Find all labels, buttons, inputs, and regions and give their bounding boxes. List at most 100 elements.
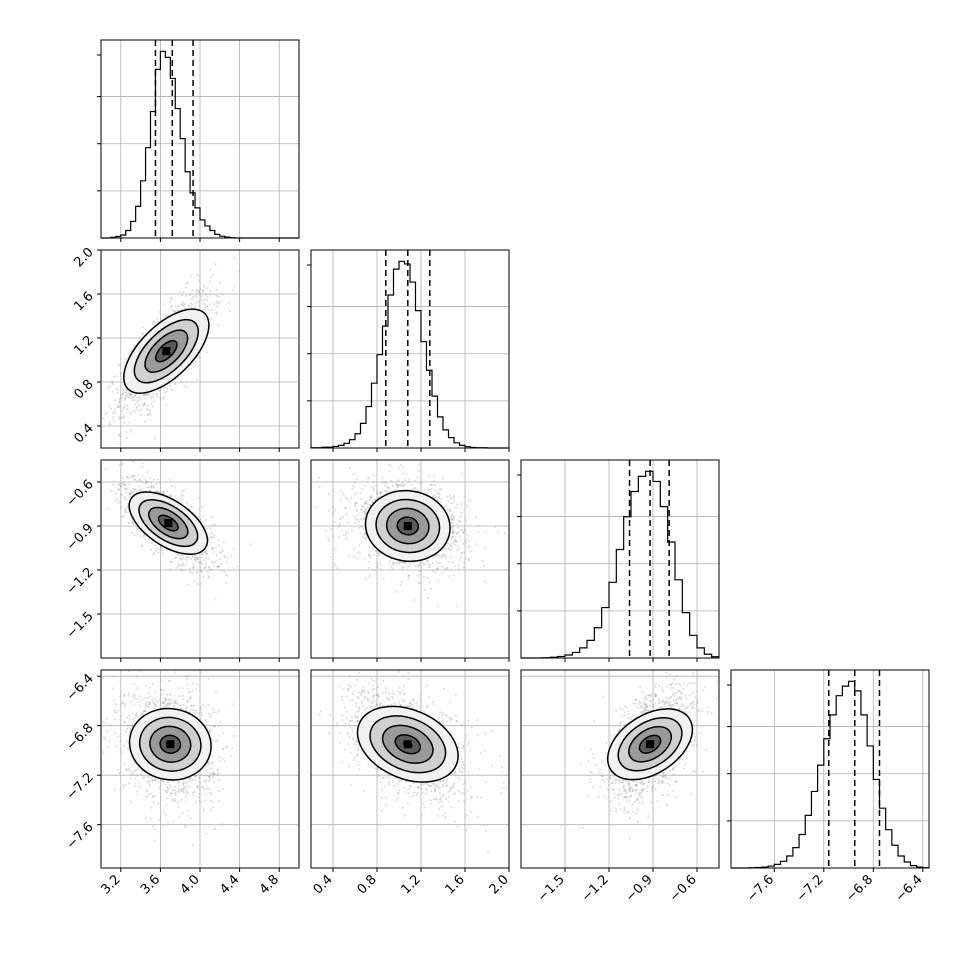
sample-point (226, 575, 228, 577)
sample-point (351, 530, 353, 532)
sample-point (128, 393, 130, 395)
sample-point (434, 490, 436, 492)
sample-point (417, 564, 419, 566)
sample-point (152, 406, 154, 408)
sample-point (362, 537, 364, 539)
sample-point (200, 672, 202, 674)
sample-point (163, 303, 165, 305)
sample-point (218, 565, 220, 567)
sample-point (199, 781, 201, 783)
sample-point (144, 697, 146, 699)
sample-point (470, 551, 472, 553)
sample-point (210, 319, 212, 321)
sample-point (125, 392, 127, 394)
sample-point (328, 493, 330, 495)
sample-point (112, 381, 114, 383)
sample-point (360, 518, 362, 520)
sample-point (158, 390, 160, 392)
sample-point (461, 503, 463, 505)
sample-point (236, 566, 238, 568)
sample-point (442, 477, 444, 479)
sample-point (433, 480, 435, 482)
sample-point (147, 394, 149, 396)
sample-point (362, 518, 364, 520)
density-peak (164, 519, 172, 527)
sample-point (238, 270, 240, 272)
sample-point (114, 399, 116, 401)
sample-point (113, 375, 115, 377)
sample-point (408, 479, 410, 481)
sample-point (120, 494, 122, 496)
sample-point (450, 537, 452, 539)
sample-point (118, 402, 120, 404)
sample-point (461, 553, 463, 555)
sample-point (119, 704, 121, 706)
sample-point (192, 683, 194, 685)
sample-point (356, 502, 358, 504)
sample-point (485, 531, 487, 533)
sample-point (434, 571, 436, 573)
sample-point (318, 477, 320, 479)
sample-point (150, 818, 152, 820)
sample-point (364, 558, 366, 560)
sample-point (448, 501, 450, 503)
sample-point (190, 558, 192, 560)
density-peak (404, 522, 412, 530)
sample-point (144, 397, 146, 399)
sample-point (212, 274, 214, 276)
sample-point (132, 461, 134, 463)
sample-point (325, 530, 327, 532)
sample-point (355, 492, 357, 494)
sample-point (207, 300, 209, 302)
sample-point (166, 804, 168, 806)
sample-point (420, 571, 422, 573)
sample-point (190, 275, 192, 277)
sample-point (120, 506, 122, 508)
sample-point (127, 770, 129, 772)
sample-point (444, 554, 446, 556)
sample-point (356, 478, 358, 480)
sample-point (174, 487, 176, 489)
sample-point (113, 676, 115, 678)
sample-point (450, 497, 452, 499)
sample-point (183, 306, 185, 308)
sample-point (142, 771, 144, 773)
sample-point (250, 543, 252, 545)
sample-point (138, 485, 140, 487)
sample-point (428, 567, 430, 569)
sample-point (380, 457, 382, 459)
sample-point (449, 549, 451, 551)
sample-point (449, 510, 451, 512)
sample-point (181, 498, 183, 500)
sample-point (404, 479, 406, 481)
sample-point (482, 560, 484, 562)
sample-point (149, 784, 151, 786)
sample-point (124, 406, 126, 408)
sample-point (174, 793, 176, 795)
sample-point (414, 487, 416, 489)
sample-point (152, 323, 154, 325)
sample-point (442, 554, 444, 556)
sample-point (462, 543, 464, 545)
sample-point (208, 537, 210, 539)
sample-point (475, 517, 477, 519)
sample-point (342, 492, 344, 494)
sample-point (97, 472, 99, 474)
sample-point (145, 479, 147, 481)
sample-point (172, 390, 174, 392)
sample-point (153, 393, 155, 395)
sample-point (329, 556, 331, 558)
sample-point (122, 784, 124, 786)
sample-point (131, 492, 133, 494)
sample-point (346, 538, 348, 540)
sample-point (354, 556, 356, 558)
sample-point (461, 529, 463, 531)
sample-point (175, 700, 177, 702)
sample-point (225, 581, 227, 583)
sample-point (379, 491, 381, 493)
sample-point (166, 694, 168, 696)
sample-point (218, 545, 220, 547)
sample-point (123, 745, 125, 747)
sample-point (368, 498, 370, 500)
sample-point (151, 542, 153, 544)
